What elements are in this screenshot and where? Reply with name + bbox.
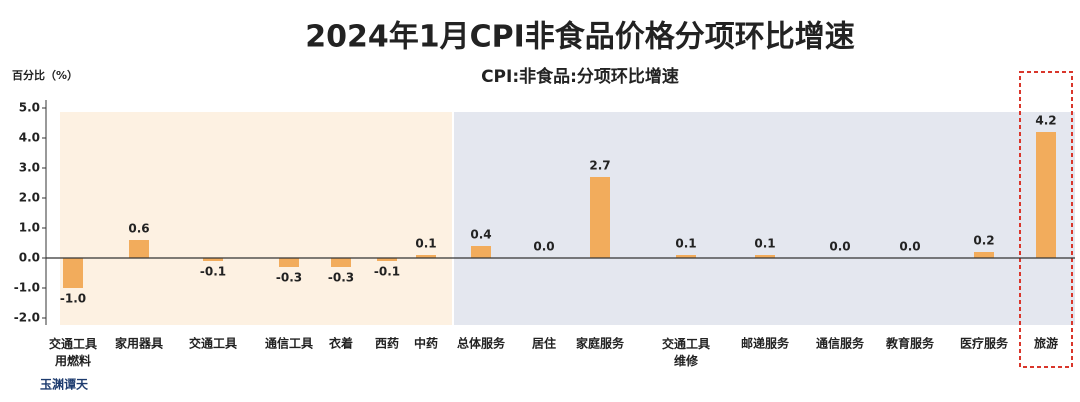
- x-tick-label: 交通工具用燃料: [49, 336, 97, 368]
- x-tick-label: 通信服务: [816, 336, 865, 351]
- y-tick-label: 4.0: [19, 131, 40, 145]
- chart-subtitle: CPI:非食品:分项环比增速: [481, 66, 679, 87]
- x-tick-label: 邮递服务: [741, 336, 790, 351]
- x-tick-label: 西药: [375, 336, 399, 351]
- value-label: -0.3: [276, 271, 302, 285]
- bar: [676, 255, 696, 258]
- region-goods: [60, 112, 452, 325]
- bar: [1036, 132, 1056, 258]
- x-tick-label: 中药: [414, 336, 438, 351]
- source-logo: 玉渊谭天: [40, 377, 89, 392]
- y-tick-label: 1.0: [19, 221, 40, 235]
- y-tick-label: 3.0: [19, 161, 40, 175]
- value-label: 0.6: [128, 222, 149, 236]
- bar: [129, 240, 149, 258]
- y-tick-label: 0.0: [19, 251, 40, 265]
- x-tick-label: 交通工具维修: [662, 336, 710, 368]
- value-label: 0.0: [829, 240, 850, 254]
- bar: [416, 255, 436, 258]
- bar: [974, 252, 994, 258]
- value-label: 0.2: [973, 234, 994, 248]
- x-tick-label: 家庭服务: [576, 336, 625, 351]
- highlight-box: [1019, 71, 1073, 368]
- bar: [471, 246, 491, 258]
- value-label: -0.1: [200, 265, 226, 279]
- x-tick-label: 教育服务: [885, 336, 935, 351]
- value-label: -1.0: [60, 292, 86, 306]
- x-tick-label: 旅游: [1034, 336, 1058, 351]
- y-tick-label: 5.0: [19, 101, 40, 115]
- bar: [203, 258, 223, 261]
- bar: [377, 258, 397, 261]
- value-label: 0.0: [899, 240, 920, 254]
- region-services: [454, 112, 1075, 325]
- value-label: -0.3: [328, 271, 354, 285]
- y-axis-label: 百分比（%）: [12, 68, 78, 82]
- value-label: 4.2: [1035, 114, 1056, 128]
- y-tick-label: 2.0: [19, 191, 40, 205]
- value-label: 0.1: [754, 237, 775, 251]
- bar: [279, 258, 299, 267]
- x-tick-label: 通信工具: [265, 336, 313, 351]
- y-tick-label: -1.0: [14, 281, 40, 295]
- x-tick-label: 医疗服务: [960, 336, 1009, 351]
- bar: [755, 255, 775, 258]
- x-tick-label: 衣着: [329, 336, 353, 351]
- x-tick-label: 居住: [532, 336, 556, 351]
- x-tick-label: 总体服务: [457, 336, 506, 351]
- value-label: 0.1: [415, 237, 436, 251]
- bar: [63, 258, 83, 288]
- value-label: 0.0: [533, 240, 554, 254]
- bar: [590, 177, 610, 258]
- value-label: 0.4: [470, 228, 491, 242]
- chart-title: 2024年1月CPI非食品价格分项环比增速: [305, 20, 855, 55]
- y-tick-label: -2.0: [14, 311, 40, 325]
- value-label: 0.1: [675, 237, 696, 251]
- value-label: 2.7: [589, 159, 610, 173]
- x-tick-label: 家用器具: [115, 336, 163, 351]
- x-tick-label: 交通工具: [189, 336, 237, 351]
- value-label: -0.1: [374, 265, 400, 279]
- bar: [331, 258, 351, 267]
